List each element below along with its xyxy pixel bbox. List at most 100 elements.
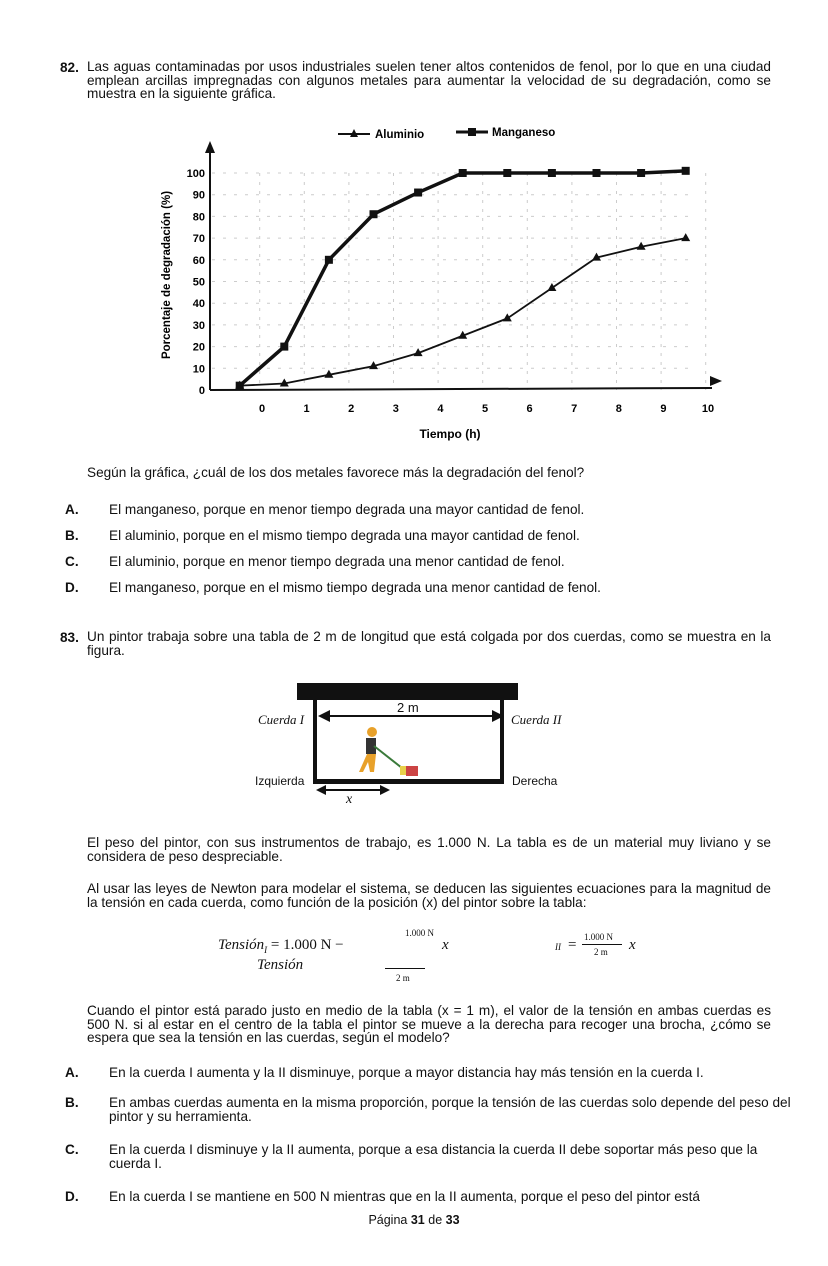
data-point: [280, 342, 289, 351]
x-tick-label: 9: [660, 403, 666, 415]
board: [313, 779, 504, 784]
data-point: [636, 241, 646, 250]
question-prompt: Según la gráfica, ¿cuál de los dos metal…: [87, 465, 585, 480]
data-point: [547, 169, 556, 177]
data-point: [502, 313, 512, 322]
legend-label: Manganeso: [492, 127, 555, 139]
eq-term: Tensión: [218, 937, 265, 953]
eq-sub: I: [264, 945, 268, 955]
option-text: En la cuerda I aumenta y la II disminuye…: [109, 1065, 704, 1080]
figure-arrows: [316, 710, 504, 795]
question-text: Un pintor trabaja sobre una tabla de 2 m…: [87, 629, 771, 658]
option-letter: C.: [65, 1142, 79, 1157]
x-axis-label: Tiempo (h): [419, 427, 480, 441]
x-tick-label: 4: [437, 403, 444, 415]
data-point: [413, 348, 423, 357]
y-tick-label: 0: [199, 385, 205, 397]
legend-label: Aluminio: [375, 129, 424, 141]
y-tick-label: 100: [187, 168, 205, 180]
painter-icon: [359, 727, 418, 776]
page-number: 31: [410, 1213, 425, 1227]
rope-left: [313, 700, 317, 784]
option-letter: D.: [65, 1189, 79, 1204]
fraction-bar: [582, 944, 622, 945]
answer-option[interactable]: C. En la cuerda I disminuye y la II aumen…: [65, 1142, 793, 1171]
legend-marker: [350, 129, 358, 137]
degradation-chart: 0 10 20 30 40 50 60 70 80 90 100 0 1 2 3 4 5 6 7 8 9 10 Tiempo…: [161, 127, 722, 441]
option-letter: D.: [65, 580, 79, 595]
data-point: [592, 252, 601, 261]
data-point: [681, 233, 691, 242]
option-text: En la cuerda I se mantiene en 500 N mien…: [109, 1189, 700, 1204]
eq-var: x: [629, 937, 636, 953]
option-text: El manganeso, porque en el mismo tiempo …: [109, 580, 601, 595]
eq-sub: II: [555, 942, 561, 952]
option-letter: C.: [65, 554, 79, 569]
rope-right: [500, 700, 504, 784]
y-tick-label: 20: [193, 342, 205, 354]
y-tick-label: 30: [193, 320, 205, 332]
eq-denominator: 2 m: [396, 973, 410, 983]
length-label: 2 m: [397, 700, 419, 715]
option-letter: B.: [65, 528, 79, 543]
answer-option[interactable]: D. En la cuerda I se mantiene en 500 N mi…: [65, 1189, 793, 1204]
answer-option[interactable]: B. El aluminio, porque en el mismo tiempo…: [65, 528, 793, 543]
answer-option[interactable]: B. En ambas cuerdas aumenta en la misma p…: [65, 1095, 793, 1124]
x-label: x: [346, 792, 353, 807]
option-text: El manganeso, porque en menor tiempo deg…: [109, 502, 585, 517]
data-point: [458, 169, 467, 177]
x-tick-label: 8: [616, 403, 622, 415]
data-point: [279, 378, 289, 387]
x-axis-arrow: [710, 376, 722, 386]
option-text: En ambas cuerdas aumenta en la misma pro…: [109, 1095, 791, 1124]
data-point: [547, 283, 557, 292]
data-point: [369, 210, 378, 219]
option-letter: B.: [65, 1095, 79, 1110]
paragraph: Cuando el pintor está parado justo en me…: [87, 1003, 771, 1045]
option-letter: A.: [65, 1065, 79, 1080]
option-text: En la cuerda I disminuye y la II aumenta…: [109, 1142, 758, 1171]
eq-numerator: 1.000 N: [405, 928, 434, 938]
y-tick-label: 80: [193, 211, 205, 223]
eq-term: = 1.000 N −: [270, 937, 344, 953]
data-point: [637, 169, 646, 177]
data-point: [592, 169, 601, 177]
arrow-head-right: [492, 710, 504, 722]
answer-option[interactable]: A. En la cuerda I aumenta y la II disminu…: [65, 1065, 793, 1080]
data-point: [324, 369, 334, 378]
y-tick-label: 10: [193, 363, 205, 375]
data-point: [681, 166, 690, 175]
page-footer: Página 31 de 33: [0, 1213, 828, 1227]
legend-marker: [468, 128, 476, 136]
footer-label: Página: [368, 1213, 408, 1227]
x-tick-label: 7: [571, 403, 577, 415]
arrow-head-left: [318, 710, 330, 722]
eq-term: =: [568, 937, 577, 953]
left-label: Izquierda: [255, 774, 305, 788]
x-tick-label: 10: [702, 403, 714, 415]
option-text: El aluminio, porque en el mismo tiempo d…: [109, 528, 580, 543]
answer-option[interactable]: D. El manganeso, porque en el mismo tiemp…: [65, 580, 793, 595]
data-point: [324, 255, 333, 264]
question-number: 82.: [60, 60, 79, 75]
rope-right-label: Cuerda II: [511, 712, 562, 727]
eq-numerator: 1.000 N: [584, 932, 613, 942]
eq-var: x: [442, 937, 449, 953]
x-tick-label: 2: [348, 403, 354, 415]
arrow-head-right: [380, 785, 390, 795]
page-total: 33: [445, 1213, 460, 1227]
eq-term: Tensión: [257, 957, 304, 973]
data-point: [369, 361, 378, 370]
x-tick-label: 5: [482, 403, 488, 415]
x-tick-label: 1: [304, 403, 310, 415]
ceiling-beam: [297, 683, 518, 700]
arrow-head-left: [316, 785, 326, 795]
y-axis-arrow: [205, 141, 215, 153]
y-axis-label: Porcentaje de degradación (%): [161, 191, 173, 359]
series-line-manganeso: [238, 169, 686, 387]
answer-option[interactable]: C. El aluminio, porque en menor tiempo de…: [65, 554, 793, 569]
paragraph: Al usar las leyes de Newton para modelar…: [87, 881, 771, 910]
answer-option[interactable]: A. El manganeso, porque en menor tiempo d…: [65, 502, 793, 517]
x-tick-label: 0: [259, 403, 265, 415]
